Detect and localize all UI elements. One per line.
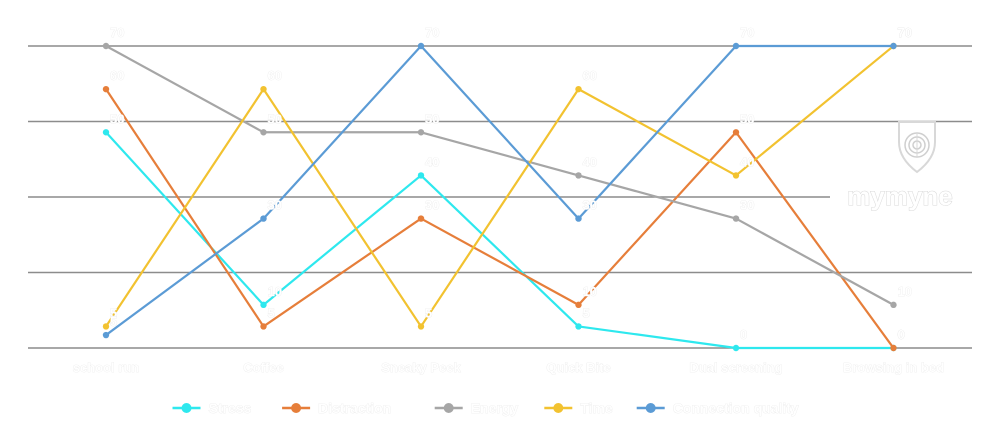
x-tick-label: Sneaky Peek bbox=[381, 360, 461, 375]
data-label-connection-quality: 5 bbox=[110, 314, 117, 329]
data-point-distraction bbox=[102, 85, 110, 93]
data-label-connection-quality: 30 bbox=[583, 198, 597, 213]
data-point-connection-quality bbox=[732, 42, 740, 50]
data-label-stress: 40 bbox=[425, 154, 439, 169]
x-tick-label: Browsing in bed bbox=[843, 360, 944, 375]
data-label-connection-quality: 70 bbox=[898, 25, 912, 40]
data-point-time bbox=[102, 323, 110, 330]
data-point-energy bbox=[417, 129, 425, 136]
data-label-energy: 30 bbox=[740, 198, 754, 213]
data-label-distraction: 0 bbox=[898, 327, 905, 342]
data-label-time: 60 bbox=[268, 68, 282, 83]
data-label-stress: 50 bbox=[110, 111, 124, 126]
data-label-stress: 10 bbox=[268, 284, 282, 299]
legend-item-distraction[interactable]: Distraction bbox=[282, 400, 392, 416]
data-label-energy: 50 bbox=[425, 111, 439, 126]
x-tick-label: Dual screening bbox=[689, 360, 782, 375]
logo-text: mymyne bbox=[847, 181, 953, 211]
data-point-time bbox=[732, 172, 740, 179]
data-point-energy bbox=[575, 172, 582, 179]
series-line-connection-quality bbox=[105, 44, 894, 336]
x-tick-label: Coffee bbox=[243, 360, 283, 375]
data-point-connection-quality bbox=[260, 215, 267, 222]
x-tick-label: Quick Bite bbox=[546, 360, 610, 375]
data-point-stress bbox=[575, 323, 582, 330]
legend-swatch-marker bbox=[645, 403, 656, 413]
legend-label: Stress bbox=[209, 400, 252, 416]
legend-swatch-marker bbox=[291, 403, 302, 413]
data-point-time bbox=[260, 85, 267, 93]
data-point-energy bbox=[890, 301, 897, 309]
data-point-distraction bbox=[575, 301, 582, 309]
data-point-stress bbox=[102, 129, 110, 136]
legend-item-time[interactable]: Time bbox=[544, 400, 613, 416]
gridlines bbox=[28, 45, 972, 349]
data-point-distraction bbox=[890, 344, 897, 352]
data-label-time: 60 bbox=[583, 68, 597, 83]
data-label-stress: 0 bbox=[740, 327, 747, 342]
series-line-energy bbox=[105, 45, 895, 306]
data-point-stress bbox=[260, 301, 267, 309]
series-line-time bbox=[105, 45, 895, 328]
series-line-distraction bbox=[105, 88, 895, 349]
data-point-stress bbox=[417, 172, 425, 179]
data-point-connection-quality bbox=[575, 215, 582, 222]
x-tick-label: school run bbox=[73, 360, 140, 375]
data-label-connection-quality: 70 bbox=[425, 25, 439, 40]
data-point-energy bbox=[260, 129, 267, 136]
series-lines bbox=[102, 42, 897, 352]
data-point-energy bbox=[102, 42, 110, 50]
data-point-connection-quality bbox=[102, 331, 110, 339]
data-point-time bbox=[575, 85, 582, 93]
legend-label: Time bbox=[580, 400, 613, 416]
data-label-distraction: 50 bbox=[740, 111, 754, 126]
legend-swatch-marker bbox=[181, 403, 192, 413]
data-label-distraction: 10 bbox=[583, 284, 597, 299]
data-point-energy bbox=[732, 215, 740, 222]
data-label-time: 5 bbox=[110, 305, 117, 320]
legend-label: Energy bbox=[471, 400, 519, 416]
data-label-energy: 70 bbox=[110, 25, 124, 40]
data-label-energy: 40 bbox=[583, 154, 597, 169]
data-label-energy: 10 bbox=[898, 284, 912, 299]
legend-item-energy[interactable]: Energy bbox=[434, 400, 519, 416]
data-label-stress: 0 bbox=[898, 327, 905, 342]
legend-swatch-marker bbox=[443, 403, 454, 413]
shield-fingerprint-icon bbox=[898, 121, 936, 174]
data-point-time bbox=[417, 323, 425, 330]
data-point-stress bbox=[732, 344, 740, 352]
legend: Stress Distraction Energy Time Connection qu… bbox=[172, 400, 799, 416]
x-axis-labels: school run Coffee Sneaky Peek Quick Bite Dua… bbox=[72, 360, 944, 376]
data-label-time: 70 bbox=[898, 25, 912, 40]
data-point-distraction bbox=[732, 129, 740, 136]
legend-label: Distraction bbox=[318, 400, 391, 416]
legend-item-connection-quality[interactable]: Connection quality bbox=[636, 400, 799, 416]
data-label-distraction: 60 bbox=[110, 68, 124, 83]
series-line-stress bbox=[105, 131, 894, 350]
data-label-connection-quality: 70 bbox=[740, 25, 754, 40]
data-label-distraction: 5 bbox=[268, 305, 275, 320]
data-label-time: 5 bbox=[425, 305, 432, 320]
data-point-connection-quality bbox=[417, 42, 425, 50]
legend-swatch-marker bbox=[553, 403, 564, 413]
data-point-distraction bbox=[260, 323, 267, 330]
data-label-time: 40 bbox=[740, 154, 754, 169]
legend-item-stress[interactable]: Stress bbox=[172, 400, 252, 416]
data-label-connection-quality: 30 bbox=[268, 198, 282, 213]
data-label-energy: 50 bbox=[268, 111, 282, 126]
data-point-distraction bbox=[417, 215, 425, 222]
brand-logo: mymyne bbox=[847, 121, 953, 212]
data-label-distraction: 30 bbox=[425, 198, 439, 213]
legend-label: Connection quality bbox=[673, 400, 799, 416]
data-label-stress: 5 bbox=[583, 305, 590, 320]
data-point-connection-quality bbox=[890, 42, 897, 50]
